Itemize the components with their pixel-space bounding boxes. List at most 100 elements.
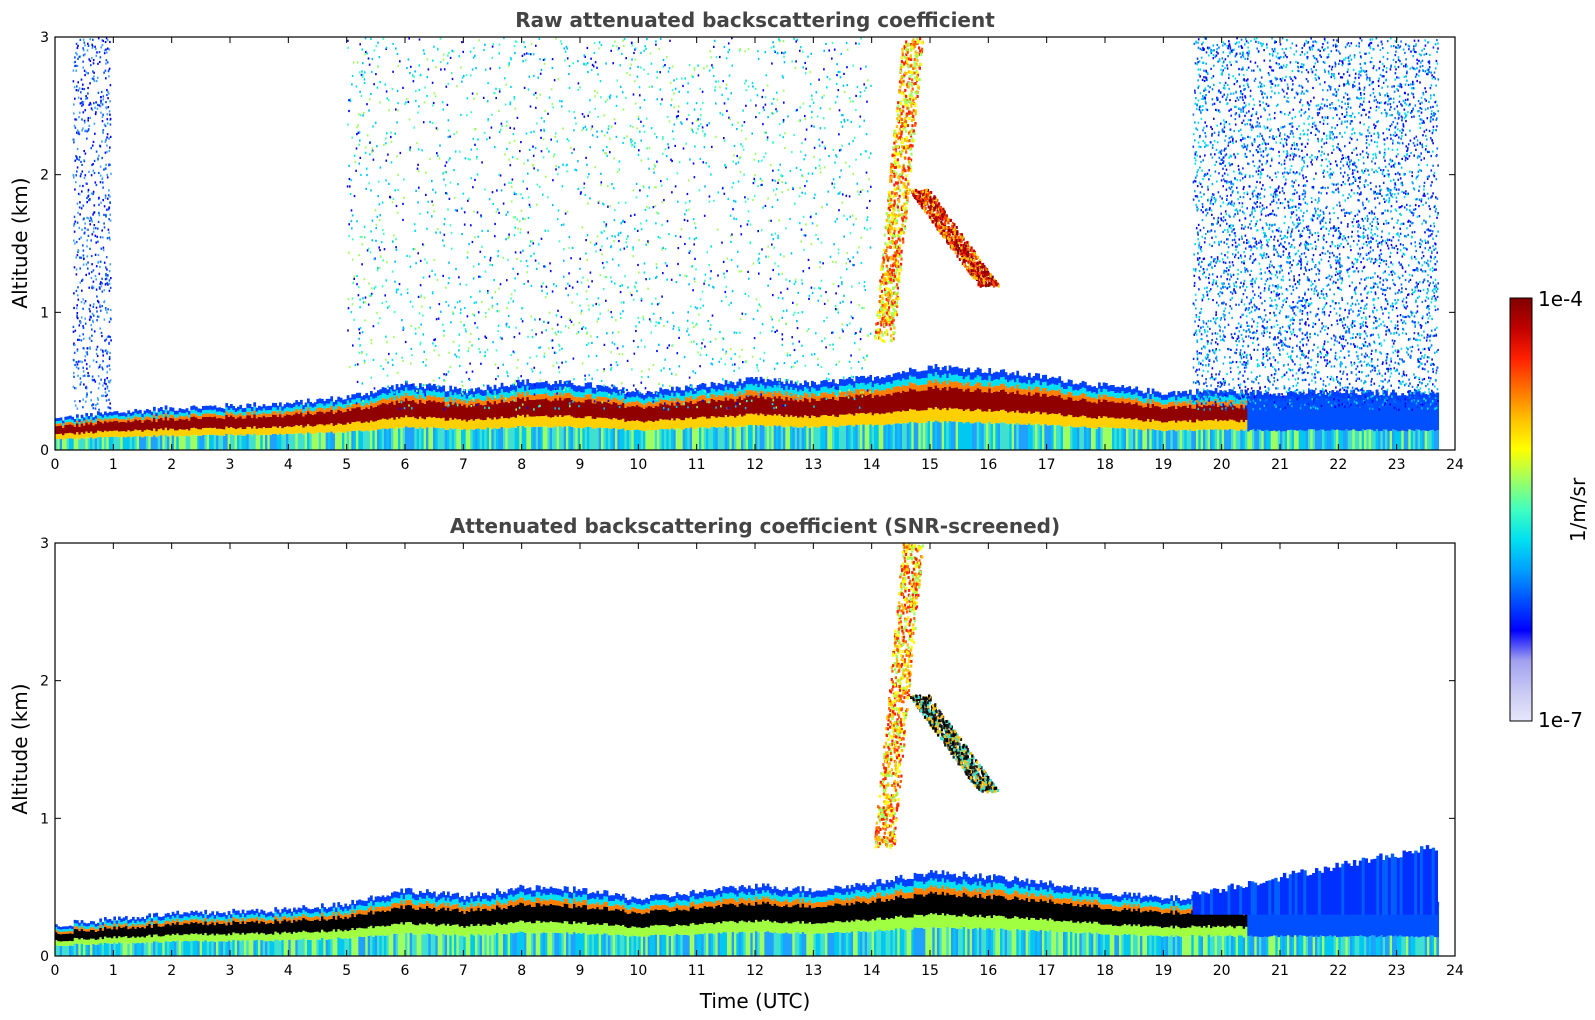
noise-point: [73, 351, 76, 354]
boundary-layer-cell: [412, 427, 415, 450]
boundary-layer-cell: [134, 416, 138, 420]
noise-point: [367, 303, 370, 306]
noise-point: [660, 184, 663, 187]
noise-point: [609, 94, 612, 97]
noise-point: [536, 122, 538, 125]
boundary-layer-cell: [743, 381, 747, 388]
noise-point: [613, 157, 615, 160]
noise-point: [681, 122, 683, 125]
boundary-layer-cell: [745, 425, 749, 450]
noise-point: [787, 188, 790, 191]
noise-point: [390, 131, 392, 134]
boundary-layer-cell: [974, 390, 978, 411]
boundary-layer-cell: [552, 417, 555, 428]
boundary-layer-cell: [384, 428, 387, 450]
boundary-layer-cell: [811, 415, 814, 427]
noise-point: [90, 64, 92, 67]
boundary-layer-cell: [909, 382, 912, 389]
boundary-layer-cell: [853, 387, 856, 394]
boundary-layer-cell: [1380, 431, 1384, 450]
boundary-layer-cell: [171, 428, 175, 436]
boundary-layer-cell: [1217, 392, 1220, 398]
noise-point: [75, 64, 77, 67]
boundary-layer-cell: [934, 407, 938, 421]
boundary-layer-cell: [1158, 397, 1162, 403]
noise-point: [90, 255, 93, 258]
boundary-layer-cell: [1021, 413, 1024, 425]
noise-point: [813, 146, 816, 149]
boundary-layer-cell: [1098, 382, 1101, 389]
boundary-layer-cell: [654, 429, 658, 450]
noise-point: [690, 341, 693, 344]
boundary-layer-cell: [848, 395, 852, 414]
boundary-layer-cell: [1053, 395, 1057, 414]
boundary-layer-cell: [589, 388, 593, 395]
boundary-layer-cell: [1014, 412, 1017, 425]
boundary-layer-cell: [55, 423, 58, 427]
boundary-layer-cell: [414, 402, 418, 419]
noise-point: [104, 283, 107, 286]
boundary-layer-cell: [1028, 386, 1031, 393]
noise-point: [92, 213, 94, 216]
boundary-layer-cell: [965, 409, 968, 423]
boundary-layer-cell: [659, 387, 663, 394]
boundary-layer-cell: [272, 433, 275, 450]
noise-point: [443, 171, 445, 174]
boundary-layer-cell: [1004, 423, 1008, 450]
noise-point: [357, 294, 360, 297]
noise-point: [611, 341, 614, 344]
boundary-layer-cell: [1105, 416, 1108, 427]
noise-point: [80, 172, 82, 176]
noise-point: [722, 348, 724, 351]
boundary-layer-cell: [598, 385, 602, 392]
noise-point: [809, 70, 812, 74]
boundary-layer-cell: [1067, 397, 1071, 415]
boundary-layer-cell: [500, 382, 504, 390]
noise-point: [437, 384, 440, 388]
boundary-layer-cell: [535, 416, 539, 427]
noise-point: [672, 137, 675, 141]
boundary-layer-cell: [1184, 396, 1188, 402]
boundary-layer-cell: [199, 408, 203, 413]
boundary-layer-cell: [1119, 398, 1122, 403]
boundary-layer-cell: [972, 411, 975, 424]
noise-point: [767, 245, 769, 248]
boundary-layer-cell: [1315, 394, 1318, 431]
boundary-layer-cell: [647, 396, 651, 402]
boundary-layer-cell: [367, 431, 371, 450]
boundary-layer-cell: [790, 387, 793, 393]
boundary-layer-cell: [734, 385, 737, 392]
boundary-layer-cell: [225, 433, 229, 450]
boundary-layer-cell: [734, 427, 737, 450]
boundary-layer-cell: [853, 426, 856, 450]
noise-point: [511, 391, 514, 395]
noise-point: [671, 89, 674, 92]
boundary-layer-cell: [930, 407, 933, 422]
noise-point: [89, 315, 92, 318]
noise-point: [818, 164, 821, 167]
boundary-layer-cell: [1158, 406, 1162, 422]
boundary-layer-cell: [951, 421, 954, 450]
noise-point: [804, 364, 807, 367]
boundary-layer-cell: [825, 380, 828, 387]
boundary-layer-cell: [430, 427, 434, 450]
boundary-layer-cell: [755, 389, 758, 396]
boundary-layer-cell: [395, 417, 399, 428]
boundary-layer-cell: [757, 392, 761, 398]
noise-point: [105, 277, 108, 280]
boundary-layer-cell: [937, 421, 940, 450]
boundary-layer-cell: [55, 421, 58, 424]
boundary-layer-cell: [472, 401, 476, 407]
boundary-layer-cell: [1345, 389, 1349, 396]
noise-point: [107, 106, 110, 109]
noise-point: [747, 295, 750, 298]
boundary-layer-cell: [454, 418, 457, 429]
boundary-layer-cell: [416, 394, 420, 400]
noise-point: [458, 333, 461, 336]
boundary-layer-cell: [806, 416, 810, 427]
boundary-layer-cell: [867, 389, 870, 395]
boundary-layer-cell: [381, 398, 385, 403]
boundary-layer-cell: [1275, 395, 1279, 432]
noise-point: [102, 368, 104, 371]
boundary-layer-cell: [1065, 426, 1069, 450]
